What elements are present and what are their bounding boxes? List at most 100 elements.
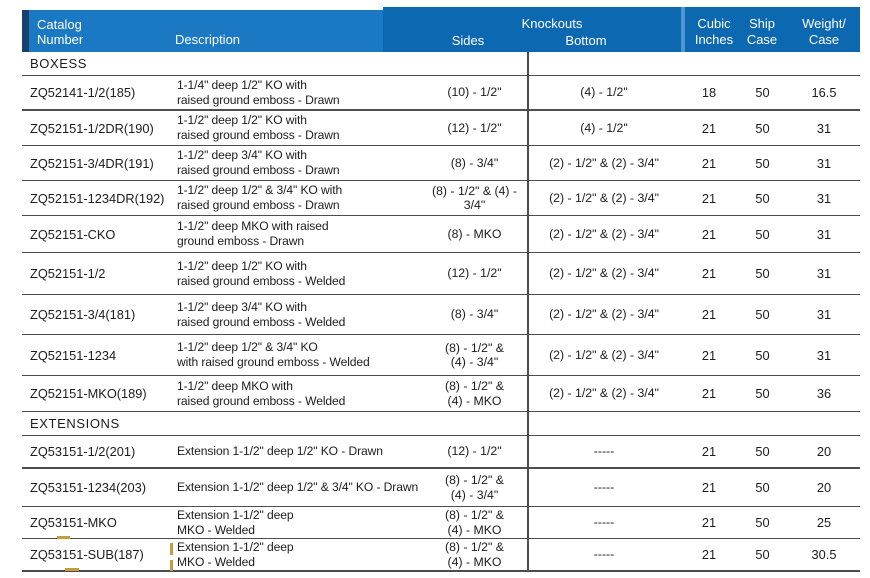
knockouts-sides-cell: (8) - 3/4" <box>450 155 499 170</box>
column-header-cubic-inches: Cubic Inches <box>685 16 743 48</box>
knockouts-sides-cell: (8) - 1/2" & (4) - 3/4" <box>444 473 505 502</box>
knockouts-bottom-cell: (2) - 1/2" & (2) - 3/4" <box>549 190 659 205</box>
knockouts-sides-cell: (8) - 1/2" & (4) - MKO <box>444 379 505 408</box>
table-row: ZQ52151-MKO(189) 1-1/2" deep MKO with rais… <box>22 376 860 412</box>
column-header-weight-case: Weight/ Case <box>788 16 860 48</box>
ship-case-cell: 50 <box>755 515 770 530</box>
column-header-knockouts: Knockouts <box>521 16 583 31</box>
description-cell: Extension 1-1/2" deep 1/2" & 3/4" KO - D… <box>177 480 419 494</box>
knockouts-bottom-cell: (2) - 1/2" & (2) - 3/4" <box>549 226 659 241</box>
knockouts-bottom-cell: ----- <box>593 480 615 495</box>
weight-header-line1: Weight/ <box>802 16 846 31</box>
cubic-inches-cell: 18 <box>701 85 717 100</box>
knockouts-bottom-cell: (2) - 1/2" & (2) - 3/4" <box>549 386 659 401</box>
highlight-mark <box>57 536 70 539</box>
ship-case-cell: 50 <box>755 547 770 562</box>
cubic-inches-cell: 21 <box>701 307 717 322</box>
section-row: BOXESS <box>22 52 860 76</box>
cubic-inches-cell: 21 <box>701 226 717 242</box>
ship-case-cell: 50 <box>755 307 770 322</box>
knockouts-sides-cell: (12) - 1/2" <box>447 266 502 281</box>
ship-case-cell: 50 <box>755 347 770 363</box>
table-row: ZQ52151-3/4(181) 1-1/2" deep 3/4" KO with… <box>22 295 860 335</box>
ship-header-line1: Ship <box>748 16 776 31</box>
weight-case-cell: 31 <box>816 307 832 322</box>
weight-header-line2: Case <box>808 32 840 47</box>
table-row: ZQ53151-1234(203) Extension 1-1/2" deep 1… <box>22 469 860 507</box>
knockouts-bottom-cell: (2) - 1/2" & (2) - 3/4" <box>549 307 659 322</box>
knockouts-bottom-cell: (2) - 1/2" & (2) - 3/4" <box>549 155 659 170</box>
cubic-inches-cell: 21 <box>701 155 717 171</box>
table-row: ZQ52151-1/2DR(190) 1-1/2" deep 1/2" KO wi… <box>22 111 860 146</box>
cubic-inches-cell: 21 <box>701 480 717 495</box>
ship-case-cell: 50 <box>755 120 770 136</box>
catalog-number-cell: ZQ52151-3/4DR(191) <box>30 155 154 171</box>
weight-case-cell: 16.5 <box>811 85 837 100</box>
weight-case-cell: 31 <box>816 266 832 281</box>
catalog-number-cell: ZQ53151-1/2(201) <box>30 444 136 459</box>
description-cell: 1-1/2" deep MKO with raised ground emboss… <box>177 219 329 248</box>
weight-case-cell: 20 <box>816 480 832 495</box>
table-row: ZQ53151-SUB(187) Extension 1-1/2" deep MKO… <box>22 539 860 572</box>
cubic-inches-cell: 21 <box>701 515 717 530</box>
column-header-description: Description <box>175 31 241 47</box>
header-left-block: Catalog Number Description <box>29 10 383 52</box>
weight-case-cell: 30.5 <box>811 547 837 562</box>
ship-case-cell: 50 <box>755 226 770 242</box>
ship-header-line2: Case <box>746 32 778 47</box>
description-cell: Extension 1-1/2" deep MKO - Welded <box>177 539 294 569</box>
description-cell: 1-1/2" deep 3/4" KO with raised ground em… <box>177 148 340 177</box>
description-cell: 1-1/2" deep 1/2" KO with raised ground em… <box>177 258 346 288</box>
knockouts-bottom-cell: (4) - 1/2" <box>580 120 628 135</box>
knockouts-sides-cell: (10) - 1/2" <box>447 85 502 100</box>
ship-case-cell: 50 <box>755 85 770 100</box>
knockouts-bottom-cell: (2) - 1/2" & (2) - 3/4" <box>549 347 659 362</box>
cubic-inches-cell: 21 <box>701 266 717 281</box>
table-header: Catalog Number Description Knockouts Sid… <box>22 7 860 52</box>
column-header-ship-case: Ship Case <box>737 16 787 48</box>
catalog-number-cell: ZQ53151-1234(203) <box>30 480 146 495</box>
knockouts-sides-cell: (8) - 1/2" & (4) - 3/4" <box>444 340 505 370</box>
ship-case-cell: 50 <box>755 190 770 206</box>
description-cell: 1-1/2" deep 1/2" & 3/4" KO with raised gr… <box>177 183 343 212</box>
section-label: EXTENSIONS <box>30 416 120 431</box>
knockouts-sides-cell: (8) - 1/2" & (4) - MKO <box>444 540 505 569</box>
knockouts-bottom-cell: ----- <box>593 515 615 530</box>
description-cell: 1-1/2" deep 1/2" & 3/4" KO with raised gr… <box>177 340 370 369</box>
weight-case-cell: 36 <box>816 386 832 401</box>
cubic-inches-cell: 21 <box>701 386 717 401</box>
description-cell: 1-1/2" deep MKO with raised ground emboss… <box>177 378 346 408</box>
catalog-number-cell: ZQ52151-1/2DR(190) <box>30 120 154 136</box>
column-header-sides: Sides <box>451 33 485 48</box>
description-cell: Extension 1-1/2" deep MKO - Welded <box>177 507 294 537</box>
catalog-number-cell: ZQ52151-3/4(181) <box>30 307 136 322</box>
header-block-separator <box>681 7 685 52</box>
ship-case-cell: 50 <box>755 155 770 171</box>
catalog-number-cell: ZQ52151-1234 <box>30 347 117 363</box>
table-row: ZQ52141-1/2(185) 1-1/4" deep 1/2" KO with… <box>22 76 860 111</box>
table-row: ZQ52151-1234DR(192) 1-1/2" deep 1/2" & 3/… <box>22 181 860 216</box>
cubic-header-line1: Cubic <box>697 16 731 31</box>
weight-case-cell: 31 <box>816 190 832 206</box>
knockouts-bottom-cell: ----- <box>593 444 615 459</box>
knockouts-bottom-cell: ----- <box>593 547 615 562</box>
catalog-number-cell: ZQ52141-1/2(185) <box>30 85 136 100</box>
section-row: EXTENSIONS <box>22 412 860 436</box>
knockouts-bottom-cell: (4) - 1/2" <box>580 85 628 100</box>
knockouts-sides-cell: (8) - 3/4" <box>450 307 499 322</box>
description-cell: 1-1/2" deep 3/4" KO with raised ground em… <box>177 299 346 329</box>
catalog-number-cell: ZQ53151-MKO <box>30 515 117 530</box>
ship-case-cell: 50 <box>755 480 770 495</box>
knockouts-sides-cell: (12) - 1/2" <box>447 120 502 135</box>
knockouts-sides-cell: (12) - 1/2" <box>447 444 502 459</box>
weight-case-cell: 31 <box>816 347 832 363</box>
ship-case-cell: 50 <box>755 444 770 459</box>
catalog-number-cell: ZQ52151-1/2 <box>30 266 106 281</box>
catalog-number-cell: ZQ53151-SUB(187) <box>30 547 144 562</box>
table-row: ZQ53151-1/2(201) Extension 1-1/2" deep 1/… <box>22 436 860 469</box>
catalog-header-line2: Number <box>37 31 84 47</box>
ship-case-cell: 50 <box>755 266 770 281</box>
table-row: ZQ52151-1234 1-1/2" deep 1/2" & 3/4" KO wi… <box>22 335 860 376</box>
cubic-inches-cell: 21 <box>701 444 717 459</box>
